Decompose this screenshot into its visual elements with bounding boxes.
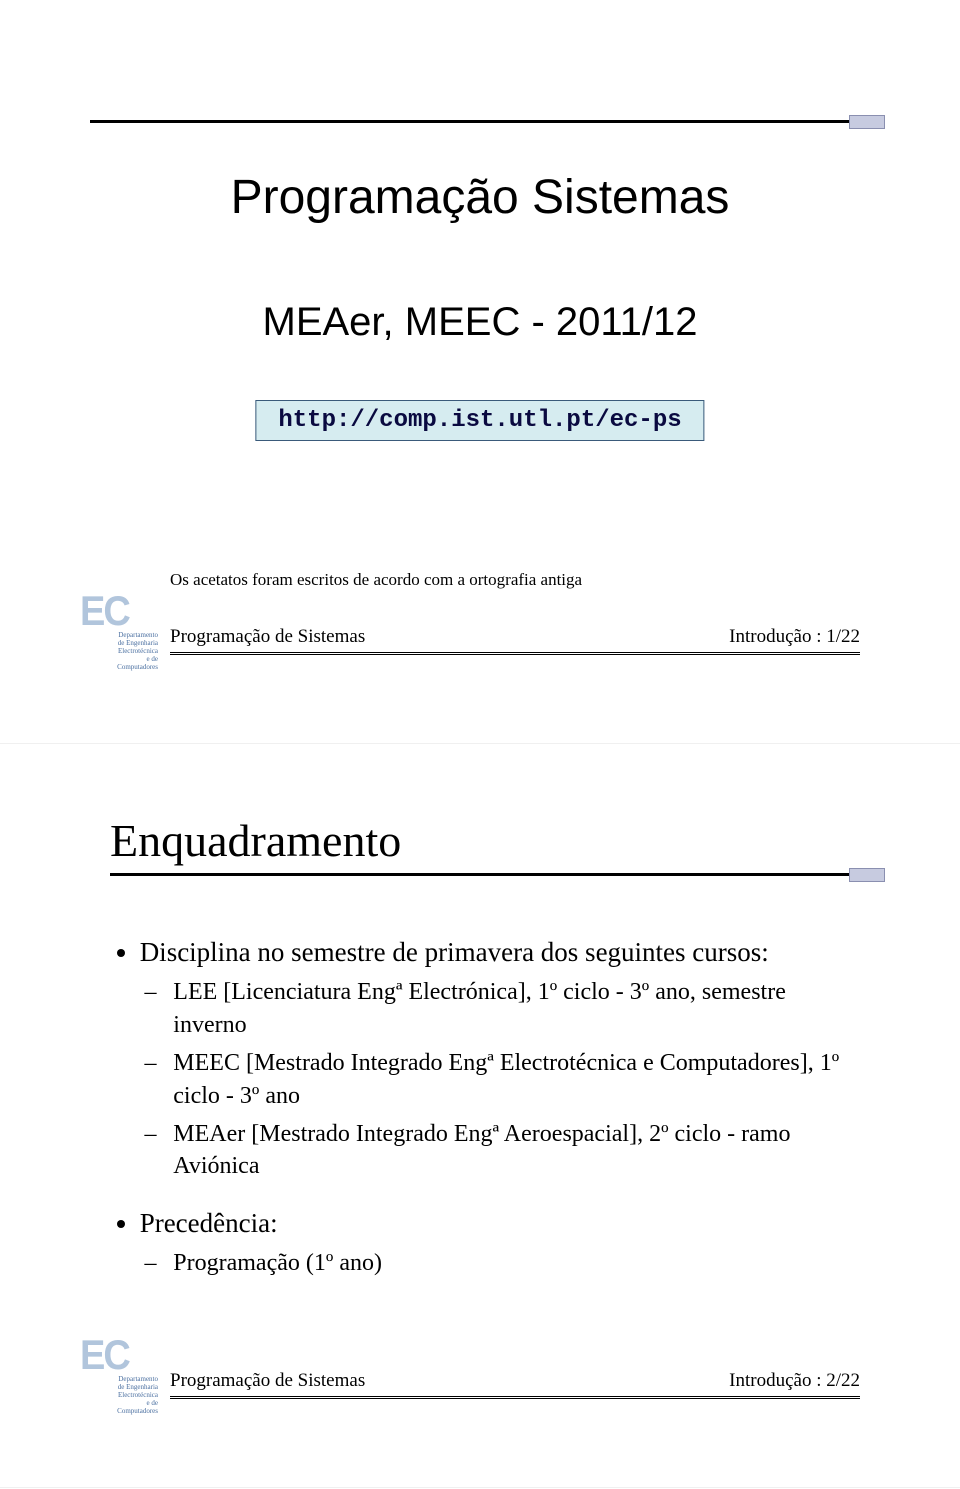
content-body: Disciplina no semestre de primavera dos … <box>110 934 850 1302</box>
accent-box-icon <box>849 868 885 882</box>
subbullet-item: MEAer [Mestrado Integrado Engª Aeroespac… <box>173 1118 850 1183</box>
logo-dept-text: Departamento de Engenharia Electrotécnic… <box>80 1375 158 1415</box>
subbullet-item: MEEC [Mestrado Integrado Engª Electrotéc… <box>173 1047 850 1112</box>
department-logo: EC Departamento de Engenharia Electrotéc… <box>80 1339 158 1415</box>
logo-ec-text: EC <box>80 1337 158 1375</box>
slide-2: Enquadramento Disciplina no semestre de … <box>0 744 960 1488</box>
footer-right: Introdução : 2/22 <box>729 1370 860 1392</box>
slide-footer: Programação de Sistemas Introdução : 2/2… <box>170 1370 860 1399</box>
accent-box-icon <box>849 115 885 129</box>
footer-left: Programação de Sistemas <box>170 1370 365 1392</box>
title-divider <box>90 120 870 123</box>
slide-footer: Programação de Sistemas Introdução : 1/2… <box>170 626 860 655</box>
content-divider <box>110 873 870 876</box>
logo-ec-text: EC <box>80 593 158 631</box>
caption-note: Os acetatos foram escritos de acordo com… <box>170 570 582 590</box>
slide-title: Programação Sistemas <box>0 170 960 225</box>
department-logo: EC Departamento de Engenharia Electrotéc… <box>80 595 158 671</box>
footer-left: Programação de Sistemas <box>170 626 365 648</box>
slide-subtitle: MEAer, MEEC - 2011/12 <box>0 300 960 345</box>
content-title: Enquadramento <box>110 814 870 867</box>
footer-double-rule <box>170 1396 860 1399</box>
bullet-item: Disciplina no semestre de primavera dos … <box>140 934 850 1183</box>
subbullet-item: Programação (1º ano) <box>173 1247 850 1279</box>
slide-1: Programação Sistemas MEAer, MEEC - 2011/… <box>0 0 960 744</box>
footer-right: Introdução : 1/22 <box>729 626 860 648</box>
url-box: http://comp.ist.utl.pt/ec-ps <box>255 400 704 441</box>
subbullet-item: LEE [Licenciatura Engª Electrónica], 1º … <box>173 976 850 1041</box>
footer-double-rule <box>170 652 860 655</box>
content-header: Enquadramento <box>110 814 870 876</box>
logo-dept-text: Departamento de Engenharia Electrotécnic… <box>80 631 158 671</box>
bullet-item: Precedência: Programação (1º ano) <box>140 1205 850 1280</box>
